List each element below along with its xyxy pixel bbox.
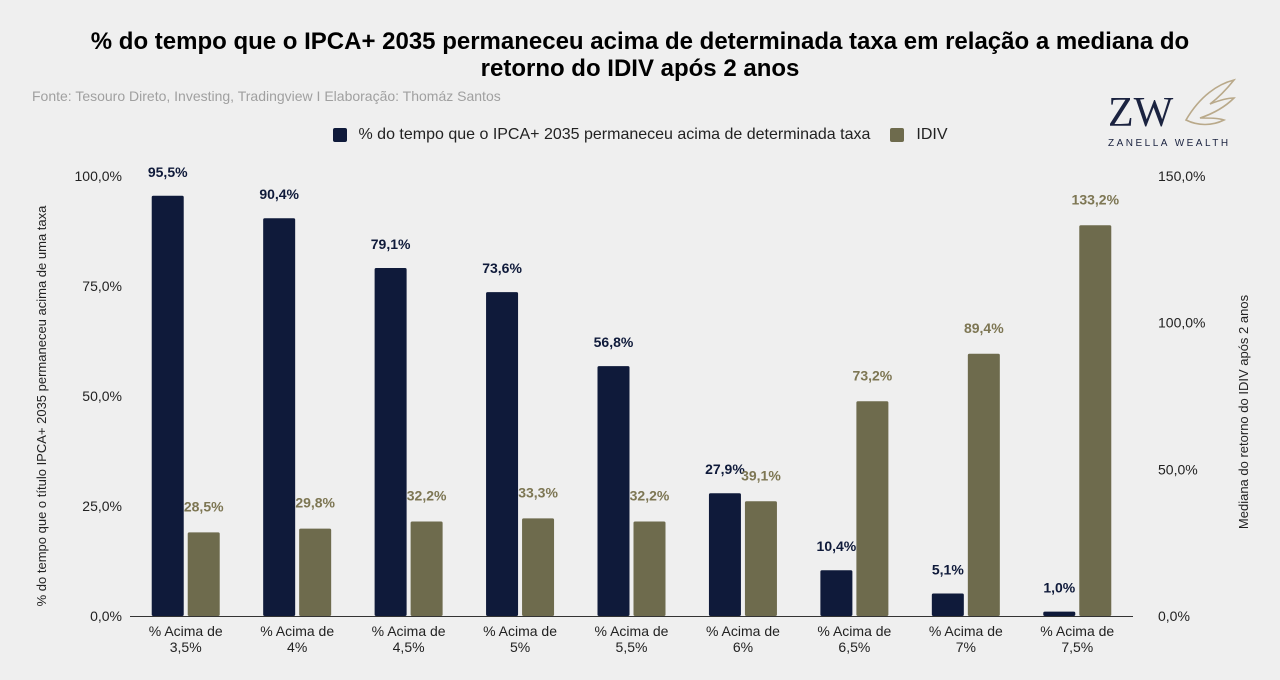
logo-mark: ZW	[1108, 78, 1237, 136]
y-right-tick-label: 0,0%	[1158, 608, 1190, 624]
x-tick-label: % Acima de 6%	[706, 623, 780, 655]
y-left-tick-label: 0,0%	[90, 608, 122, 624]
legend-item-series1: % do tempo que o IPCA+ 2035 permaneceu a…	[332, 126, 871, 144]
data-label-ipca: 5,1%	[932, 562, 964, 578]
chart-data-labels: 95,5% 28,5% 90,4% 29,8% 79,1% 32,2% 73,6% 33,3%…	[148, 164, 1120, 596]
bar-ipca	[151, 195, 184, 617]
bar-ipca	[931, 593, 964, 616]
data-label-ipca: 27,9%	[705, 461, 745, 477]
legend: % do tempo que o IPCA+ 2035 permaneceu a…	[0, 126, 1280, 144]
legend-swatch-series2	[890, 128, 905, 142]
chart-source: Fonte: Tesouro Direto, Investing, Tradin…	[32, 88, 501, 104]
y-left-tick-label: 50,0%	[82, 388, 122, 404]
bar-ipca	[820, 570, 853, 616]
y-left-tick-label: 100,0%	[75, 168, 122, 184]
x-tick-label: % Acima de 6,5%	[817, 623, 891, 655]
x-tick-label: % Acima de 5%	[483, 623, 557, 655]
data-label-idiv: 32,2%	[407, 488, 447, 504]
x-tick-label: % Acima de 3,5%	[149, 623, 223, 655]
y-right-tick-label: 100,0%	[1158, 315, 1205, 331]
bar-idiv	[856, 401, 889, 616]
bar-idiv	[744, 501, 777, 616]
chart-axes: 0,0% 25,0% 50,0% 75,0% 100,0% 0,0% 50,0% 100,0%…	[75, 168, 1206, 655]
y-right-tick-label: 50,0%	[1158, 461, 1198, 477]
data-label-ipca: 90,4%	[259, 186, 299, 202]
legend-label-series1: % do tempo que o IPCA+ 2035 permaneceu a…	[358, 126, 871, 143]
bar-ipca	[374, 267, 407, 616]
x-tick-label: % Acima de 7,5%	[1040, 623, 1114, 655]
chart-title: % do tempo que o IPCA+ 2035 permaneceu a…	[0, 28, 1280, 82]
chart-bars	[151, 195, 1112, 617]
x-tick-label: % Acima de 4%	[260, 623, 334, 655]
chart-title-line1: % do tempo que o IPCA+ 2035 permaneceu a…	[90, 28, 1190, 55]
bar-ipca	[597, 366, 630, 616]
data-label-idiv: 29,8%	[295, 495, 335, 511]
bar-idiv	[633, 521, 666, 616]
legend-label-series2: IDIV	[916, 126, 948, 143]
x-tick-label: % Acima de 4,5%	[372, 623, 446, 655]
y-right-tick-label: 150,0%	[1158, 168, 1205, 184]
bar-ipca	[1043, 611, 1076, 616]
y-left-tick-label: 75,0%	[82, 278, 122, 294]
data-label-ipca: 1,0%	[1043, 580, 1075, 596]
bar-ipca	[708, 493, 741, 616]
data-label-ipca: 10,4%	[817, 538, 857, 554]
data-label-idiv: 39,1%	[741, 467, 781, 483]
x-tick-label: % Acima de 5,5%	[595, 623, 669, 655]
wing-icon	[1184, 78, 1237, 126]
logo-text: ZANELLA WEALTH	[1108, 138, 1231, 149]
legend-item-series2: IDIV	[890, 126, 948, 144]
data-label-idiv: 32,2%	[630, 488, 670, 504]
y-axis-right-label: Mediana do retorno do IDIV após 2 anos	[1236, 294, 1251, 529]
bar-idiv	[967, 353, 1000, 616]
legend-swatch-series1	[332, 128, 347, 142]
y-left-tick-label: 25,0%	[82, 498, 122, 514]
bar-idiv	[410, 521, 443, 616]
bar-ipca	[486, 292, 519, 616]
chart-title-line2: retorno do IDIV após 2 anos	[480, 55, 800, 82]
data-label-ipca: 79,1%	[371, 236, 411, 252]
y-axis-left-label: % do tempo que o título IPCA+ 2035 perma…	[34, 205, 49, 606]
bar-idiv	[187, 532, 220, 616]
data-label-idiv: 133,2%	[1072, 191, 1120, 207]
data-label-ipca: 73,6%	[482, 260, 522, 276]
bar-ipca	[263, 218, 296, 617]
data-label-ipca: 56,8%	[594, 334, 634, 350]
bar-idiv	[1079, 225, 1112, 616]
logo-letters: ZW	[1108, 90, 1174, 136]
bar-idiv	[522, 518, 555, 616]
bar-idiv	[299, 528, 332, 616]
data-label-idiv: 33,3%	[518, 484, 558, 500]
data-label-idiv: 73,2%	[853, 367, 893, 383]
x-tick-label: % Acima de 7%	[929, 623, 1003, 655]
data-label-ipca: 95,5%	[148, 164, 188, 180]
data-label-idiv: 89,4%	[964, 320, 1004, 336]
data-label-idiv: 28,5%	[184, 498, 224, 514]
